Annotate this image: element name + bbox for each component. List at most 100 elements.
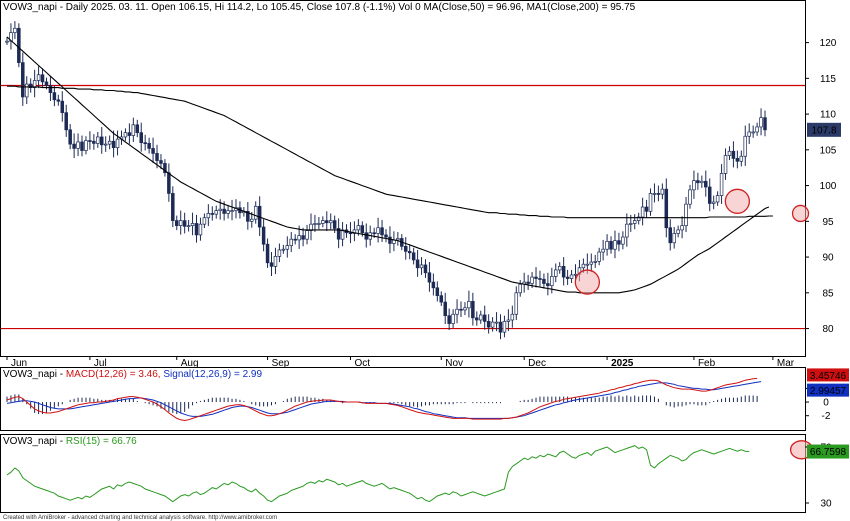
candle xyxy=(380,219,384,242)
price-panel xyxy=(0,0,806,357)
candle-body xyxy=(253,205,258,220)
candle-body xyxy=(625,223,629,238)
candle-body xyxy=(143,142,147,145)
candle-body xyxy=(494,321,499,324)
candle-body xyxy=(202,217,207,225)
candle xyxy=(321,216,325,228)
candle xyxy=(28,78,33,93)
candle xyxy=(759,108,763,136)
candle xyxy=(226,204,230,219)
candle-body xyxy=(526,281,530,284)
candle-body xyxy=(68,129,72,145)
candle-body xyxy=(621,236,625,245)
candle xyxy=(171,186,175,228)
candle-body xyxy=(636,216,641,221)
candle xyxy=(202,213,207,229)
candle xyxy=(88,131,92,150)
candle-body xyxy=(403,245,408,252)
candle-body xyxy=(360,225,365,234)
rsi-header: VOW3_napi - RSI(15) = 66.76 xyxy=(3,436,137,447)
candle-body xyxy=(115,138,120,149)
highlight-circle-0 xyxy=(574,269,600,295)
candle xyxy=(163,159,167,177)
candle-body xyxy=(518,283,522,294)
candle-body xyxy=(178,220,183,226)
candle xyxy=(281,244,286,254)
candle xyxy=(451,309,455,329)
candle-body xyxy=(21,62,25,98)
candle-body xyxy=(475,317,479,321)
candle xyxy=(40,68,45,88)
candle-body xyxy=(301,235,305,240)
candle xyxy=(621,231,625,250)
candle xyxy=(76,133,80,157)
candle xyxy=(277,243,282,263)
candle xyxy=(700,175,704,188)
candle xyxy=(107,135,112,150)
candle-body xyxy=(751,131,755,134)
candle-body xyxy=(656,193,661,195)
candle xyxy=(747,123,751,144)
candle xyxy=(376,217,380,243)
candle-body xyxy=(640,206,645,218)
candle xyxy=(313,214,317,232)
candle-body xyxy=(700,180,704,184)
candle-body xyxy=(56,99,61,102)
candle-body xyxy=(325,220,329,224)
candle-body xyxy=(759,117,763,128)
candle-body xyxy=(52,92,57,101)
rsi-ytick-label: 30 xyxy=(820,499,832,510)
candle-body xyxy=(573,273,578,276)
candle-body xyxy=(17,27,21,63)
candle xyxy=(151,137,155,164)
candle-body xyxy=(755,126,759,133)
candle-body xyxy=(747,131,751,137)
candle xyxy=(656,185,661,202)
price-ytick-label: 120 xyxy=(820,38,837,49)
month-label: Jun xyxy=(11,358,27,369)
candle xyxy=(514,286,519,321)
candle xyxy=(475,311,479,326)
macd-line xyxy=(6,377,758,422)
price-ytick-label: 110 xyxy=(820,110,836,121)
candle xyxy=(64,104,68,137)
candle-body xyxy=(601,248,605,253)
candle xyxy=(135,119,140,138)
candle xyxy=(210,206,215,221)
candle xyxy=(24,76,29,105)
candle xyxy=(763,110,767,137)
macd-last-box-1 xyxy=(807,383,849,397)
candle-body xyxy=(139,132,143,144)
candle-body xyxy=(459,308,463,311)
candle xyxy=(301,227,305,247)
macd-ytick-label: -2 xyxy=(822,411,831,422)
candle-body xyxy=(328,220,333,224)
candle-body xyxy=(648,193,653,212)
candle xyxy=(648,188,653,216)
candle-body xyxy=(467,301,471,309)
candle-body xyxy=(127,132,132,136)
candle xyxy=(447,308,451,330)
candle xyxy=(565,269,570,285)
candle xyxy=(719,164,724,204)
candle-body xyxy=(167,172,171,194)
candle-body xyxy=(451,313,455,324)
candle-body xyxy=(388,236,392,244)
candle xyxy=(526,274,530,290)
candle xyxy=(230,199,234,221)
candle xyxy=(518,279,522,297)
candle xyxy=(175,215,179,231)
candle xyxy=(72,133,76,159)
candle xyxy=(589,253,594,272)
macd-header: VOW3_napi - MACD(12,26) = 3.46, Signal(1… xyxy=(3,369,262,380)
candle xyxy=(21,52,25,106)
price-ytick-label: 95 xyxy=(822,217,834,228)
candle xyxy=(103,136,108,152)
candle xyxy=(309,213,313,241)
candle xyxy=(9,23,13,50)
candle-body xyxy=(313,223,317,225)
price-header: VOW3_napi - Daily 2025. 03. 11. Open 106… xyxy=(3,2,636,13)
candle xyxy=(723,148,728,180)
candle-body xyxy=(384,234,388,238)
candle xyxy=(285,236,290,258)
